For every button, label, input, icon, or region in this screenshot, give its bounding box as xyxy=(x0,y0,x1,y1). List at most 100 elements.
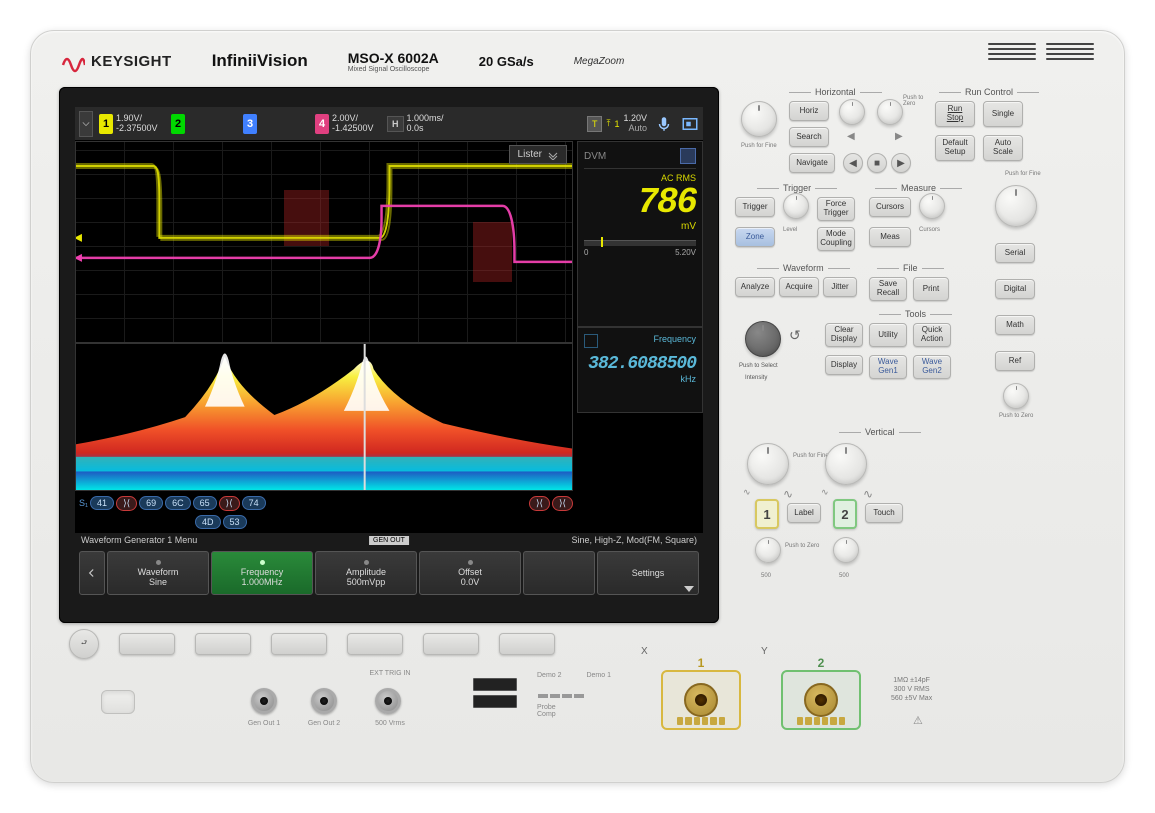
auto-scale-button[interactable]: AutoScale xyxy=(983,135,1023,161)
channel-1-input[interactable]: 1 xyxy=(661,670,741,730)
pushselect-hint: Push to Select xyxy=(739,363,778,369)
zoom-knob[interactable] xyxy=(839,99,865,125)
horiz-button[interactable]: Horiz xyxy=(789,101,829,121)
saverecall-label: SaveRecall xyxy=(877,280,899,298)
plot-area[interactable]: Lister xyxy=(75,141,703,529)
channel-3-readout[interactable]: 3 xyxy=(239,113,309,135)
force-trigger-button[interactable]: ForceTrigger xyxy=(817,197,855,221)
lister-button[interactable]: Lister xyxy=(509,145,567,164)
run-section-label: Run Control xyxy=(965,87,1013,97)
ch1-select-button[interactable]: 1 xyxy=(755,499,779,529)
horizontal-position-knob[interactable] xyxy=(877,99,903,125)
softkey-settings[interactable]: Settings xyxy=(597,551,699,595)
serial-button[interactable]: Serial xyxy=(995,243,1035,263)
softkey-waveform[interactable]: WaveformSine xyxy=(107,551,209,595)
bus-byte: ⟩⟨ xyxy=(552,496,573,511)
analyze-button[interactable]: Analyze xyxy=(735,277,775,297)
voice-icon[interactable] xyxy=(655,115,673,133)
math-button[interactable]: Math xyxy=(995,315,1035,335)
gen-out-1-bnc[interactable] xyxy=(251,688,277,714)
trigger-readout[interactable]: T ⤒ 1 1.20VAuto xyxy=(587,114,699,134)
nav-prev-button[interactable]: ◀ xyxy=(843,153,863,173)
serial-bus-row-1[interactable]: S₁ 41 ⟩⟨ 69 6C 65 ⟩⟨ 74 ⟩⟨ ⟩⟨ xyxy=(75,491,573,515)
quick-action-button[interactable]: QuickAction xyxy=(913,323,951,347)
ch1-scale-knob[interactable] xyxy=(747,443,789,485)
channel-2-input[interactable]: 2 xyxy=(781,670,861,730)
ch2-500-label: 500 xyxy=(839,573,849,579)
channel-4-readout[interactable]: 4 2.00V/-1.42500V xyxy=(311,113,381,135)
back-button[interactable]: ⮐ xyxy=(69,629,99,659)
label-button[interactable]: Label xyxy=(787,503,821,523)
serial-bus-row-2[interactable]: 4D 53 xyxy=(195,515,573,529)
run-stop-button[interactable]: RunStop xyxy=(935,101,975,127)
menu-dropdown-button[interactable] xyxy=(79,111,93,137)
trigger-level-knob[interactable] xyxy=(783,193,809,219)
ch2-scale-knob[interactable] xyxy=(825,443,867,485)
intensity-knob[interactable] xyxy=(745,321,781,357)
cursors-button[interactable]: Cursors xyxy=(869,197,911,217)
ref-button[interactable]: Ref xyxy=(995,351,1035,371)
screen[interactable]: 1 1.90V/-2.37500V 2 3 4 2.00V/-1.42500V … xyxy=(75,107,703,599)
entry-knob[interactable] xyxy=(995,185,1037,227)
default-setup-button[interactable]: DefaultSetup xyxy=(935,135,975,161)
ch2-position-knob[interactable] xyxy=(833,537,859,563)
multipurpose-knob[interactable] xyxy=(1003,383,1029,409)
horizontal-scale-knob[interactable] xyxy=(741,101,777,137)
channel-1-readout[interactable]: 1 1.90V/-2.37500V xyxy=(95,113,165,135)
time-domain-plot[interactable] xyxy=(75,141,573,343)
touch-button[interactable]: Touch xyxy=(865,503,903,523)
channel-2-readout[interactable]: 2 xyxy=(167,113,237,135)
back-softkey[interactable] xyxy=(79,551,105,595)
save-recall-button[interactable]: SaveRecall xyxy=(869,277,907,301)
ch2-select-button[interactable]: 2 xyxy=(833,499,857,529)
ch1-position-knob[interactable] xyxy=(755,537,781,563)
acquire-button[interactable]: Acquire xyxy=(779,277,819,297)
pushfine-hint-v: Push for Fine xyxy=(793,453,829,459)
wavegen2-button[interactable]: WaveGen2 xyxy=(913,355,951,379)
usb-port-2[interactable] xyxy=(473,695,517,708)
zone-button[interactable]: Zone xyxy=(735,227,775,247)
ext-trig-bnc[interactable] xyxy=(375,688,401,714)
ch1-bnc[interactable] xyxy=(684,683,718,717)
dvm-menu-icon[interactable] xyxy=(680,148,696,164)
usb-ports[interactable] xyxy=(473,678,517,712)
gen-out-2-bnc[interactable] xyxy=(311,688,337,714)
phys-softkey-4[interactable] xyxy=(347,633,403,655)
usb-port-1[interactable] xyxy=(473,678,517,691)
phys-softkey-5[interactable] xyxy=(423,633,479,655)
utility-button[interactable]: Utility xyxy=(869,323,907,347)
nav-next-button[interactable]: ▶ xyxy=(891,153,911,173)
display-button[interactable]: Display xyxy=(825,355,863,375)
wavegen1-button[interactable]: WaveGen1 xyxy=(869,355,907,379)
navigate-button[interactable]: Navigate xyxy=(789,153,835,173)
meas-button[interactable]: Meas xyxy=(869,227,911,247)
ch2-bnc[interactable] xyxy=(804,683,838,717)
trigger-button[interactable]: Trigger xyxy=(735,197,775,217)
softkey-offset[interactable]: Offset0.0V xyxy=(419,551,521,595)
channel-bar[interactable]: 1 1.90V/-2.37500V 2 3 4 2.00V/-1.42500V … xyxy=(75,107,703,141)
phys-softkey-1[interactable] xyxy=(119,633,175,655)
power-button[interactable] xyxy=(101,690,135,714)
fft-plot[interactable] xyxy=(75,343,573,491)
phys-softkey-6[interactable] xyxy=(499,633,555,655)
softkey-frequency[interactable]: Frequency1.000MHz xyxy=(211,551,313,595)
phys-softkey-2[interactable] xyxy=(195,633,251,655)
phys-softkey-3[interactable] xyxy=(271,633,327,655)
horizontal-readout[interactable]: H 1.000ms/0.0s xyxy=(383,113,453,135)
probe-comp[interactable]: Demo 2 Demo 1 Probe Comp xyxy=(537,680,607,720)
y-label: Y xyxy=(761,646,768,657)
clear-display-button[interactable]: ClearDisplay xyxy=(825,323,863,347)
print-button[interactable]: Print xyxy=(913,277,949,301)
zone-icon[interactable] xyxy=(681,115,699,133)
single-button[interactable]: Single xyxy=(983,101,1023,127)
counter-panel[interactable]: Frequency 382.6088500 kHz xyxy=(577,327,703,412)
cursors-knob[interactable] xyxy=(919,193,945,219)
search-button[interactable]: Search xyxy=(789,127,829,147)
mode-coupling-button[interactable]: ModeCoupling xyxy=(817,227,855,251)
jitter-button[interactable]: Jitter xyxy=(823,277,857,297)
trigger-section-label: Trigger xyxy=(783,183,811,193)
nav-stop-button[interactable]: ■ xyxy=(867,153,887,173)
digital-button[interactable]: Digital xyxy=(995,279,1035,299)
dvm-panel[interactable]: DVM AC RMS 786 mV 05.20V xyxy=(577,141,703,327)
softkey-amplitude[interactable]: Amplitude500mVpp xyxy=(315,551,417,595)
